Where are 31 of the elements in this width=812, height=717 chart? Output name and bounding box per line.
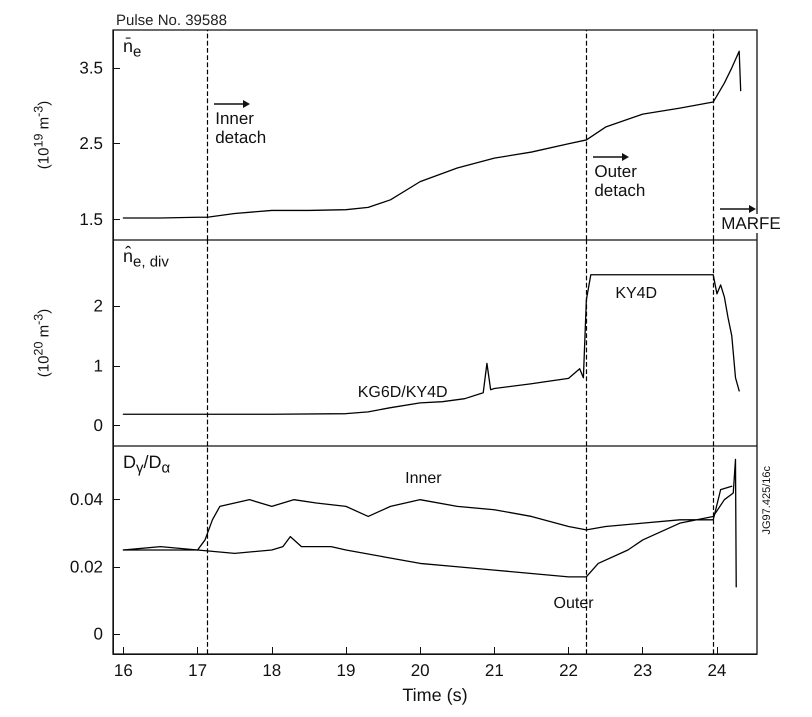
text: JG97.425/16c: [761, 466, 773, 534]
annotation: n̂$_{e, div}$: [123, 246, 169, 271]
x-tick-label: 22: [559, 661, 578, 680]
x-tick-label: 18: [262, 661, 282, 680]
x-tick-label: 20: [410, 661, 430, 680]
series-label: Inner: [405, 470, 442, 488]
annotation: n̄$_{e}$: [123, 36, 142, 61]
annotation: KY4D: [615, 285, 658, 304]
y-tick-label: 0.04: [70, 490, 103, 510]
chart-title: Pulse No. 39588: [116, 12, 227, 29]
x-tick-label: 21: [484, 661, 504, 680]
x-tick-label: 17: [188, 661, 208, 680]
y-tick-label: 2: [94, 296, 103, 316]
series-label: Outer: [554, 594, 594, 613]
y-tick-label: 1: [94, 356, 103, 376]
ref-line-label: Inner detach: [213, 109, 286, 148]
ref-line-label: MARFE: [719, 214, 783, 233]
annotation: KG6D/KY4D: [358, 384, 448, 402]
y-tick-label: 2.5: [79, 134, 103, 154]
x-tick-label: 16: [114, 661, 133, 680]
annotation: D$_{γ}$/D$_{α}$: [123, 452, 170, 477]
x-tick-label: 23: [633, 661, 652, 680]
y-tick-label: 0: [94, 416, 103, 436]
x-tick-label: 19: [336, 661, 356, 680]
y-tick-label: 1.5: [79, 210, 103, 230]
y-tick-label: 0.02: [70, 557, 103, 576]
y-tick-label: 0: [94, 624, 103, 644]
ref-line-label: Outer detach: [592, 162, 664, 200]
x-axis-title: Time (s): [402, 685, 468, 705]
y-tick-label: 3.5: [79, 58, 103, 78]
x-tick-label: 24: [707, 661, 726, 680]
